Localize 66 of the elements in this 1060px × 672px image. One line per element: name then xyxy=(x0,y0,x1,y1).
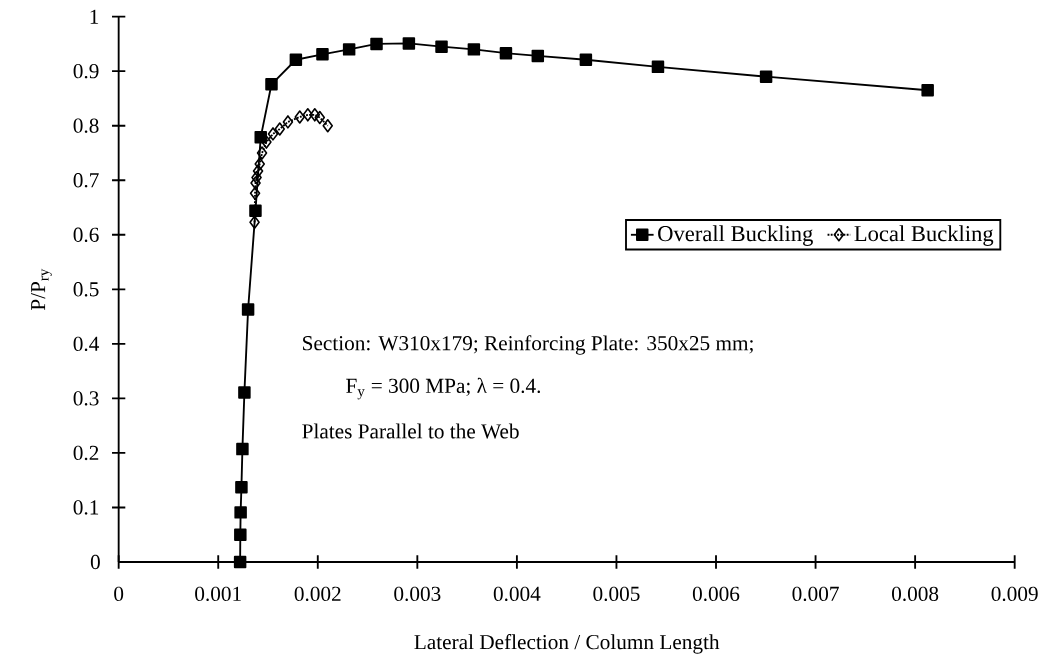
point xyxy=(309,108,321,122)
point xyxy=(759,70,773,83)
point xyxy=(342,43,356,56)
x-tick-label: 0.007 xyxy=(792,586,839,602)
annotation: Plates Parallel to the Web xyxy=(302,423,519,439)
y-axis-title: P/P$_{ry}$ xyxy=(31,268,52,311)
legend-label: Local Buckling xyxy=(854,225,994,246)
point xyxy=(238,386,251,399)
point xyxy=(921,84,934,97)
point xyxy=(241,303,255,316)
y-tick-label: 0.2 xyxy=(73,445,99,461)
y-tick-label: 0.6 xyxy=(73,227,99,243)
x-axis-title: Lateral Deflection / Column Length xyxy=(414,634,720,654)
y-tick-label: 0.8 xyxy=(73,118,99,133)
y-tick-label: 0.4 xyxy=(73,336,100,352)
x-tick-label: 0.005 xyxy=(593,586,640,602)
x-tick-label: 0 xyxy=(114,586,124,601)
point xyxy=(302,108,314,122)
point xyxy=(274,122,286,136)
point xyxy=(265,78,278,91)
point xyxy=(322,118,334,133)
x-tick-label: 0.006 xyxy=(692,586,740,602)
x-tick-label: 0.009 xyxy=(991,586,1038,602)
point xyxy=(233,555,247,569)
point xyxy=(249,215,260,230)
point xyxy=(235,481,248,494)
point xyxy=(435,40,448,53)
y-tick-label: 0.9 xyxy=(73,63,99,79)
point xyxy=(316,48,329,61)
point xyxy=(254,157,266,171)
y-tick-label: 0.1 xyxy=(73,500,99,515)
point xyxy=(252,164,264,178)
y-tick-label: 0.7 xyxy=(73,173,99,188)
point xyxy=(467,43,481,56)
x-tick-label: 0.001 xyxy=(195,586,241,602)
point xyxy=(402,37,416,50)
point xyxy=(282,115,294,129)
annotation: F$_{y}$ = 300 MPa; λ = 0.4. xyxy=(346,377,541,400)
point xyxy=(256,146,268,160)
x-tick-label: 0.002 xyxy=(294,586,341,602)
point xyxy=(289,53,303,66)
point xyxy=(267,127,279,141)
legend-label: Overall Buckling xyxy=(658,225,813,246)
point xyxy=(579,53,593,66)
x-tick-label: 0.004 xyxy=(493,586,541,602)
point xyxy=(261,135,272,149)
point xyxy=(249,186,261,201)
x-tick-label: 0.008 xyxy=(892,586,939,602)
y-tick-label: 0.3 xyxy=(73,391,99,406)
point xyxy=(294,110,306,124)
annotation: Section: W310x179; Reinforcing Plate: 350x25 mm; xyxy=(303,335,753,355)
point xyxy=(651,60,665,74)
y-tick-label: 1 xyxy=(90,9,99,24)
point xyxy=(234,528,247,541)
y-tick-label: 0.5 xyxy=(73,282,99,297)
y-tick-label: 0 xyxy=(90,554,100,570)
point xyxy=(314,110,326,125)
point xyxy=(236,442,249,456)
x-tick-label: 0.003 xyxy=(394,586,441,602)
point xyxy=(249,204,262,218)
point xyxy=(370,37,383,51)
point xyxy=(251,170,262,185)
point xyxy=(499,46,513,60)
point xyxy=(234,506,247,519)
point xyxy=(250,176,261,190)
point xyxy=(531,49,545,63)
